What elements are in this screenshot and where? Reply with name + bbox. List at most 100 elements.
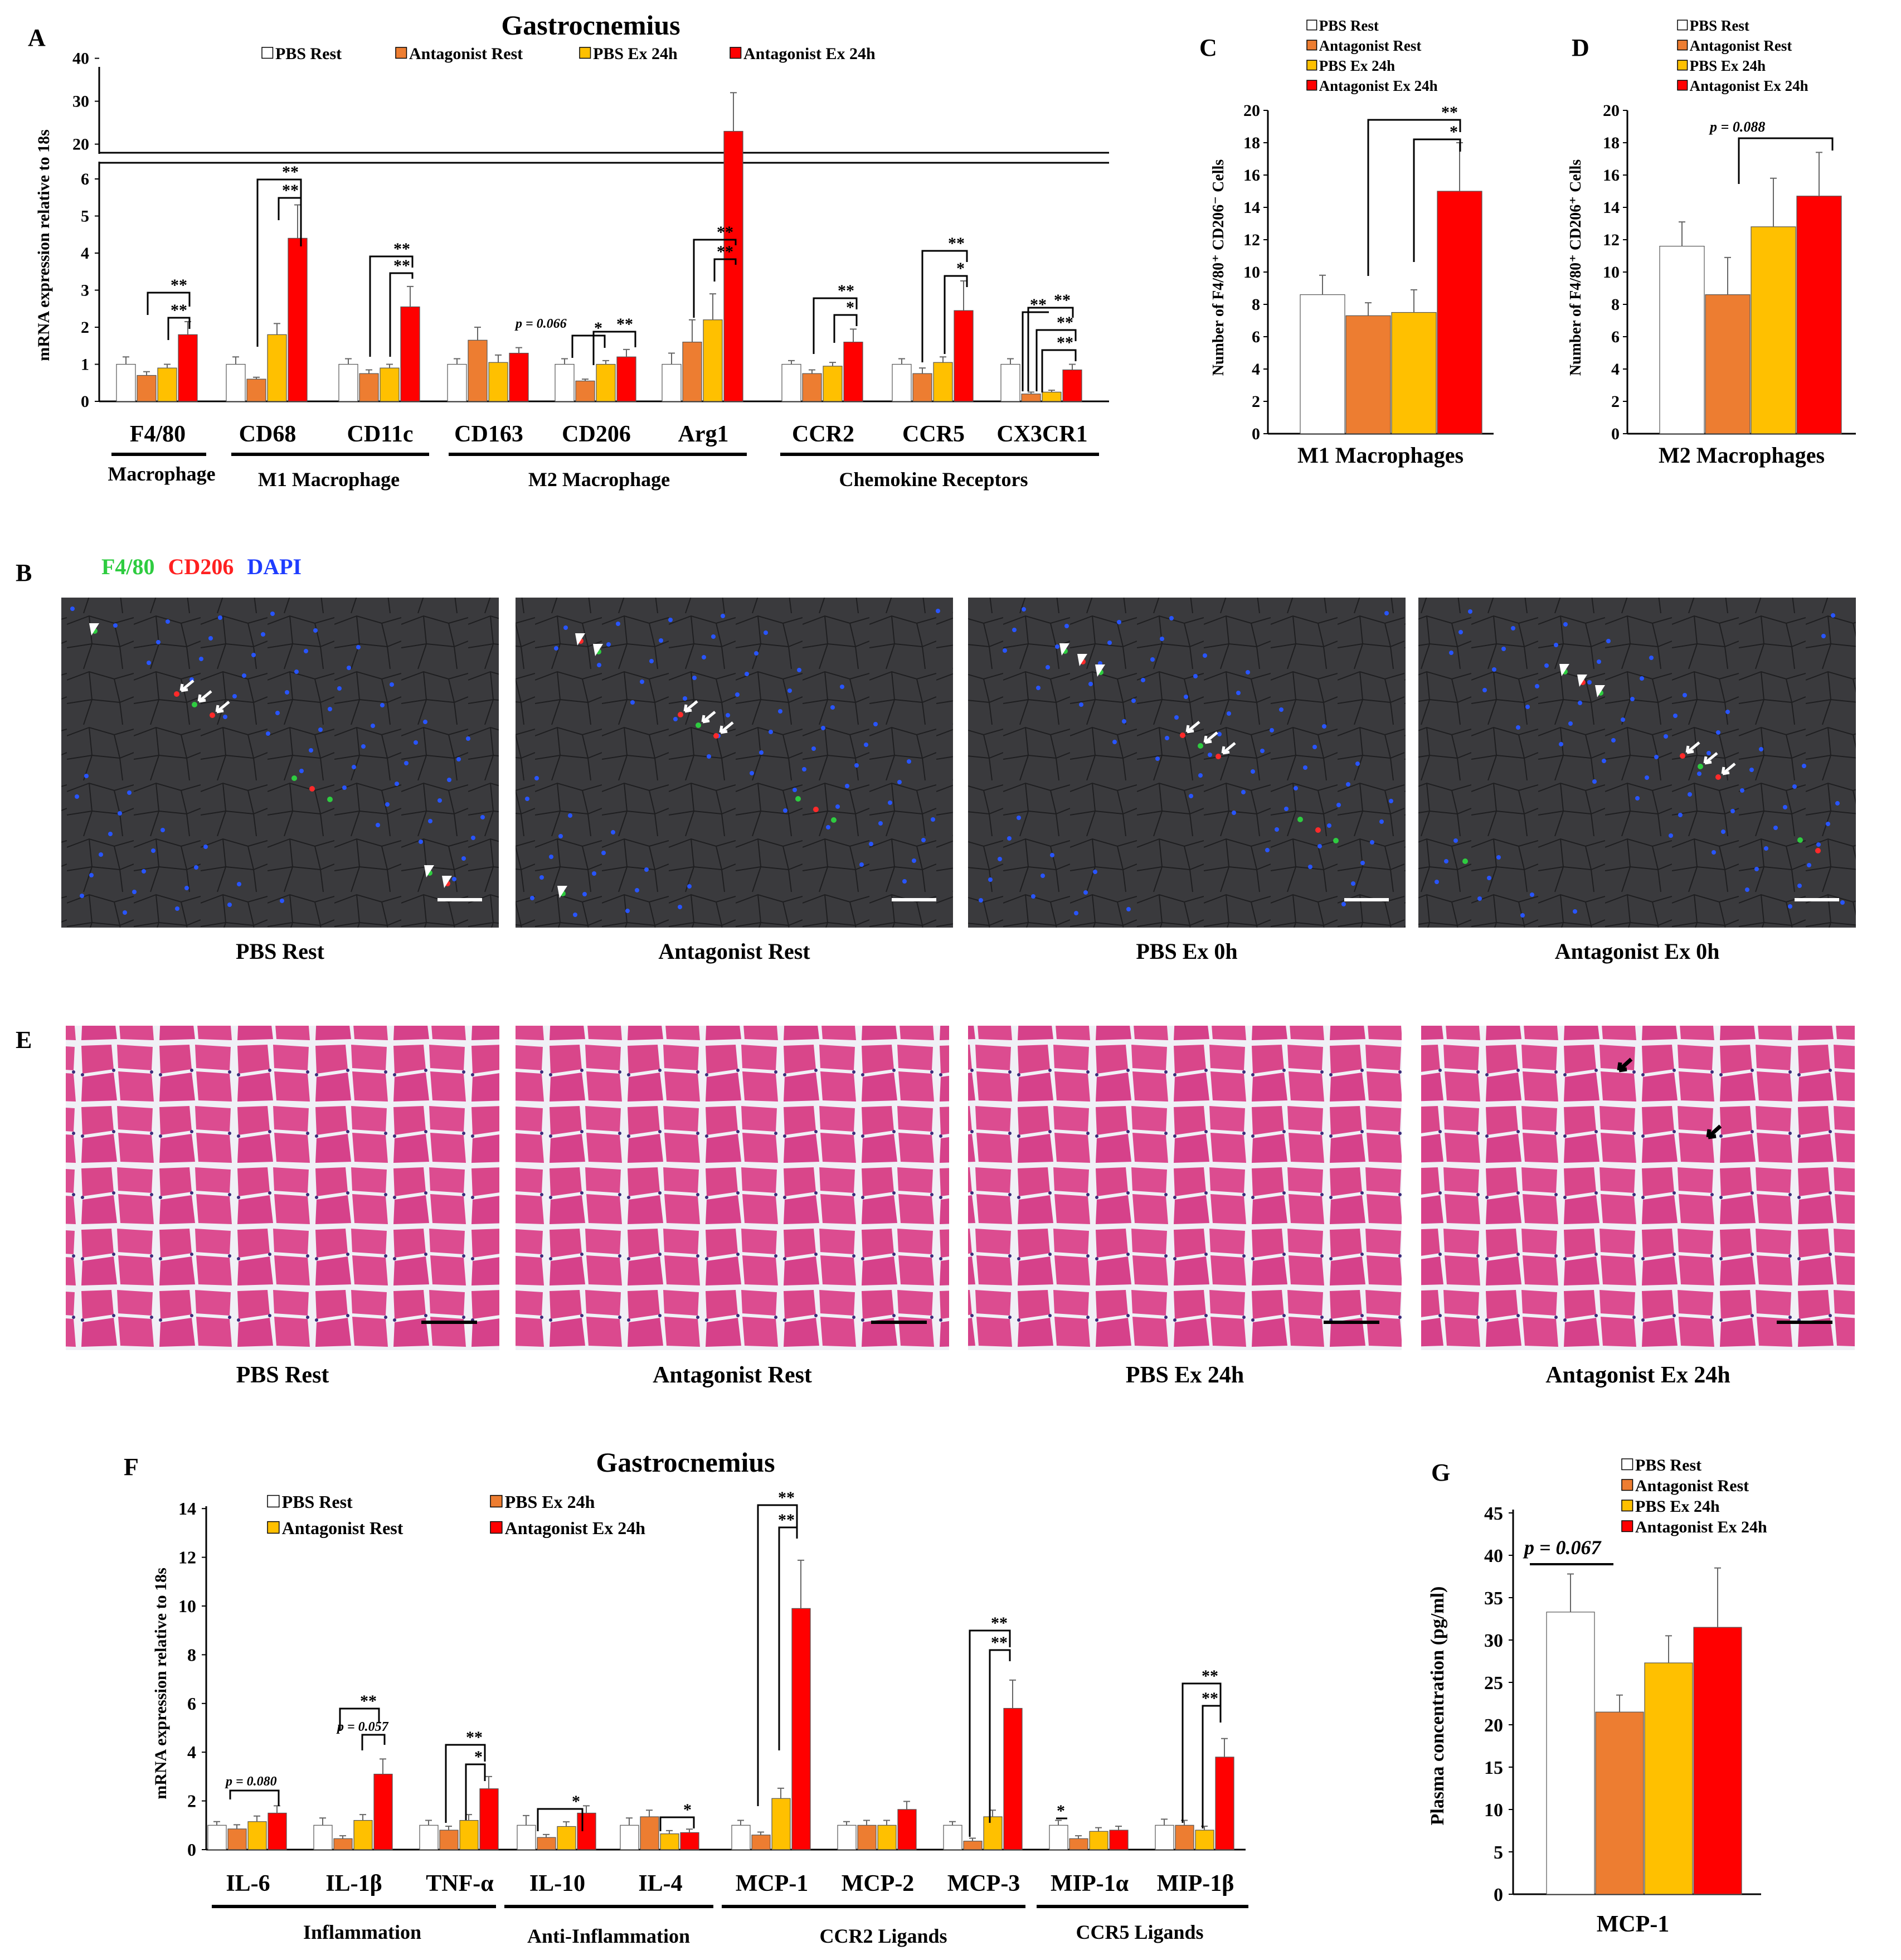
dapi-nucleus [1835,801,1840,806]
arrowhead-marker [424,865,434,877]
dapi-nucleus [787,688,792,693]
panel-f-bar [680,1832,699,1850]
panel-f-bar [897,1809,917,1850]
dapi-nucleus [601,851,606,855]
dapi-nucleus [227,903,232,907]
panel-d-label: D [1572,34,1589,61]
panel-f-sig-stars: * [1057,1802,1065,1820]
dapi-nucleus [1251,769,1255,774]
panel-f-x-tick-label: IL-1β [325,1871,382,1896]
panel-f-x-tick-label: TNF-α [426,1871,494,1896]
dapi-nucleus [592,871,596,876]
panel-a-bar [246,379,266,402]
panel-a-bar [616,356,636,402]
dapi-nucleus [644,867,649,872]
panel-d-legend: PBS Rest Antagonist Rest PBS Ex 24h Antagon… [1677,17,1808,94]
panel-a-error-bar [689,319,696,342]
dapi-nucleus [266,731,270,736]
panel-f-error-bar [1009,1679,1016,1709]
dapi-nucleus [840,685,844,689]
panel-f-bar [983,1816,1003,1850]
panel-c-x-label: M1 Macrophages [1297,443,1464,468]
dapi-nucleus [356,645,361,649]
panel-a-legend-swatch [730,47,742,59]
dapi-nucleus [285,690,289,695]
panel-a-tick: 30 [72,93,89,111]
dapi-nucleus [530,896,534,900]
dapi-nucleus [826,825,830,829]
panel-d-tick: 0 [1611,425,1620,443]
panel-c-error-bar [1319,274,1326,295]
dapi-nucleus [118,811,122,816]
panel-a-error-bar [143,371,150,376]
panel-a-sig-stars: ** [616,315,633,333]
panel-g-bar [1595,1711,1644,1895]
panel-g-bar [1644,1662,1693,1895]
panel-f-bar [943,1825,962,1850]
panel-d-significance [1738,137,1834,184]
panel-a-bar [662,363,682,402]
panel-a-tick: 20 [72,135,89,154]
dapi-nucleus [1792,784,1797,789]
panel-c-tick: 0 [1252,425,1260,443]
panel-a-sig-bracket [713,258,737,282]
panel-g-legend-entry: Antagonist Ex 24h [1635,1518,1767,1536]
panel-a-sig-bracket [1022,311,1049,391]
panel-a-bar [267,334,287,402]
panel-f-error-bar [646,1809,653,1817]
dapi-nucleus [280,899,284,903]
panel-d-legend-swatch [1677,60,1688,71]
stain-label-dapi: DAPI [247,554,302,579]
dapi-nucleus [151,848,155,853]
dapi-nucleus [1169,616,1174,620]
dapi-nucleus [1389,799,1393,803]
dapi-nucleus [912,858,916,863]
panel-f-bar [227,1828,247,1850]
dapi-nucleus [275,711,280,715]
dapi-nucleus [318,727,323,732]
panel-a-sig-bracket [1041,349,1077,392]
panel-c-bar [1300,294,1345,434]
dapi-nucleus [764,630,768,635]
dapi-nucleus [1112,740,1117,744]
micrograph-he [66,1026,499,1350]
panel-a-x-tick-label: CX3CR1 [996,421,1087,447]
panel-f-error-bar [319,1817,326,1826]
panel-a-sig-stars: ** [1057,313,1073,332]
panel-f-sig-bracket [778,1526,798,1750]
dapi-nucleus [1083,890,1088,895]
panel-f-error-bar [1115,1826,1122,1831]
panel-c-bar [1391,312,1437,434]
arrowhead-marker [1577,675,1587,687]
dapi-nucleus [337,686,342,691]
dapi-nucleus [597,663,601,667]
dapi-nucleus [108,832,113,836]
panel-g-error-bar [1714,1567,1721,1628]
panel-f-error-bar [380,1758,386,1774]
panel-f-error-bar [863,1820,870,1826]
panel-f-bar [1109,1830,1129,1850]
dapi-nucleus [251,653,256,657]
panel-f-error-bar [425,1820,432,1826]
dapi-nucleus [1697,772,1701,776]
dapi-nucleus [1012,628,1017,632]
panel-d-bar [1659,246,1705,434]
panel-f-sig-bracket [757,1504,798,1806]
panel-f-sig-stars: ** [778,1511,795,1529]
panel-f-error-bar [485,1775,492,1789]
dapi-nucleus [1788,904,1792,909]
arrowhead-marker [593,644,603,656]
panel-a-bar [380,367,400,402]
dapi-nucleus [1126,907,1131,911]
dapi-nucleus [99,852,103,857]
dapi-nucleus [309,748,313,753]
panel-f-error-bar [626,1817,633,1826]
panel-a-bar [682,341,702,402]
arrow-marker [1685,741,1700,754]
panel-d-tick: 12 [1603,231,1620,249]
panel-c-significance: *** [1367,103,1461,276]
panel-a-sig-stars: ** [1054,291,1071,309]
arrow-marker [1617,1057,1633,1073]
panel-a-tick: 1 [81,356,89,374]
dapi-nucleus [678,905,682,909]
